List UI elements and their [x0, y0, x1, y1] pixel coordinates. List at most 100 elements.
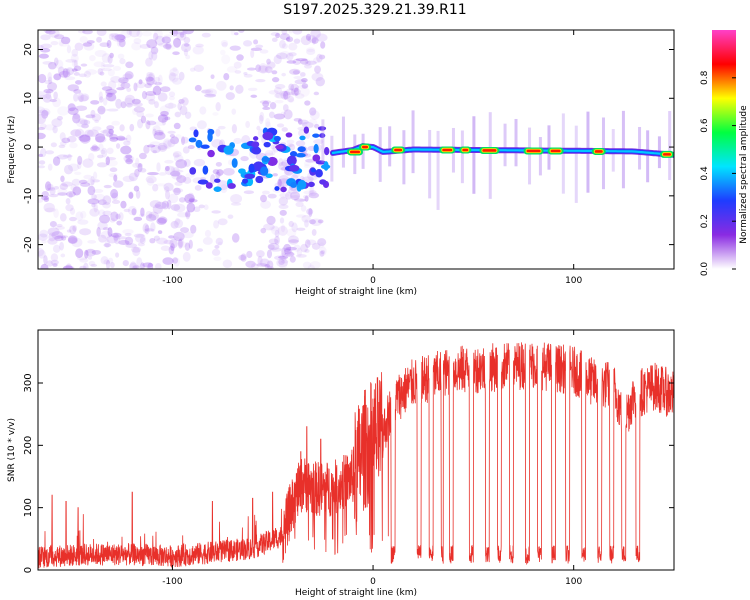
noise-blob — [233, 137, 242, 145]
noise-blob — [109, 167, 118, 173]
noise-blob — [225, 92, 235, 100]
noise-blob — [172, 188, 184, 193]
signal-blob — [307, 181, 315, 188]
noise-blob — [297, 129, 306, 137]
noise-blob — [98, 234, 107, 243]
noise-blob — [211, 210, 221, 214]
noise-blob — [188, 239, 193, 250]
noise-blob — [294, 93, 305, 99]
noise-blob — [158, 172, 167, 176]
noise-blob — [268, 111, 275, 119]
noise-blob — [111, 199, 121, 205]
signal-blob — [207, 149, 215, 158]
noise-blob — [262, 106, 271, 111]
noise-blob — [77, 161, 82, 170]
peak-core — [662, 153, 671, 156]
noise-blob — [279, 40, 286, 49]
noise-blob — [91, 249, 101, 255]
noise-blob — [271, 147, 276, 156]
noise-blob — [65, 263, 73, 269]
noise-blob — [79, 258, 89, 263]
noise-blob — [103, 259, 111, 265]
signal-blob — [255, 175, 264, 184]
noise-blob — [150, 145, 161, 154]
snr-ytick-label: 0 — [23, 567, 34, 573]
noise-blob — [109, 52, 114, 59]
noise-blob — [212, 169, 220, 175]
noise-blob — [279, 192, 286, 199]
noise-blob — [152, 32, 159, 41]
noise-blob — [157, 216, 168, 224]
noise-blob — [152, 150, 157, 154]
noise-blob — [126, 30, 132, 35]
signal-blob — [263, 141, 271, 148]
noise-blob — [152, 125, 161, 133]
noise-blob — [69, 225, 77, 235]
signal-blob — [188, 137, 197, 143]
noise-blob — [307, 264, 316, 269]
noise-blob — [263, 152, 274, 157]
noise-blob — [110, 261, 115, 269]
noise-blob — [62, 68, 69, 78]
noise-blob — [90, 100, 100, 105]
noise-blob — [301, 215, 311, 223]
noise-blob — [116, 87, 125, 91]
noise-blob — [164, 165, 175, 176]
noise-blob — [40, 148, 47, 158]
noise-blob — [172, 77, 182, 85]
noise-blob — [38, 126, 46, 131]
signal-blob — [193, 129, 199, 138]
noise-blob — [110, 75, 122, 83]
noise-blob — [167, 130, 176, 134]
carrier-streak — [488, 112, 492, 199]
noise-blob — [65, 59, 76, 63]
noise-blob — [41, 195, 49, 201]
snr-frame — [37, 329, 675, 571]
noise-blob — [152, 183, 159, 192]
noise-blob — [97, 105, 106, 115]
signal-blob — [273, 135, 281, 142]
noise-blob — [288, 220, 294, 228]
noise-blob — [296, 227, 306, 231]
noise-blob — [71, 178, 81, 186]
noise-blob — [172, 257, 179, 264]
noise-blob — [79, 133, 91, 144]
noise-blob — [105, 88, 117, 95]
noise-blob — [264, 264, 270, 268]
noise-blob — [83, 262, 89, 269]
noise-blob — [123, 140, 131, 146]
noise-blob — [310, 30, 321, 39]
noise-blob — [318, 246, 327, 256]
noise-blob — [145, 57, 153, 67]
noise-blob — [90, 109, 96, 117]
noise-blob — [122, 260, 129, 267]
noise-blob — [75, 211, 84, 221]
noise-blob — [306, 208, 314, 215]
noise-blob — [107, 257, 114, 264]
noise-blob — [274, 92, 287, 99]
noise-blob — [236, 54, 244, 61]
noise-blob — [80, 210, 87, 219]
noise-blob — [106, 132, 114, 138]
signal-blob — [261, 156, 271, 162]
noise-blob — [79, 119, 91, 126]
colorbar-tick-label: 0.4 — [700, 166, 710, 181]
noise-blob — [166, 199, 172, 210]
signal-blob — [286, 155, 297, 166]
noise-blob — [147, 172, 159, 176]
colorbar-tick-label: 0.8 — [700, 70, 710, 85]
signal-blob — [214, 178, 221, 183]
noise-blob — [260, 200, 272, 209]
carrier-streak — [514, 118, 518, 167]
noise-blob — [85, 114, 96, 119]
noise-blob — [288, 52, 297, 57]
snr-ytick-label: 300 — [23, 373, 34, 392]
signal-blob — [317, 126, 327, 131]
noise-blob — [52, 125, 58, 134]
noise-blob — [295, 201, 304, 208]
noise-blob — [246, 250, 253, 259]
noise-blob — [215, 171, 221, 179]
noise-blob — [169, 238, 178, 249]
noise-blob — [304, 100, 311, 106]
